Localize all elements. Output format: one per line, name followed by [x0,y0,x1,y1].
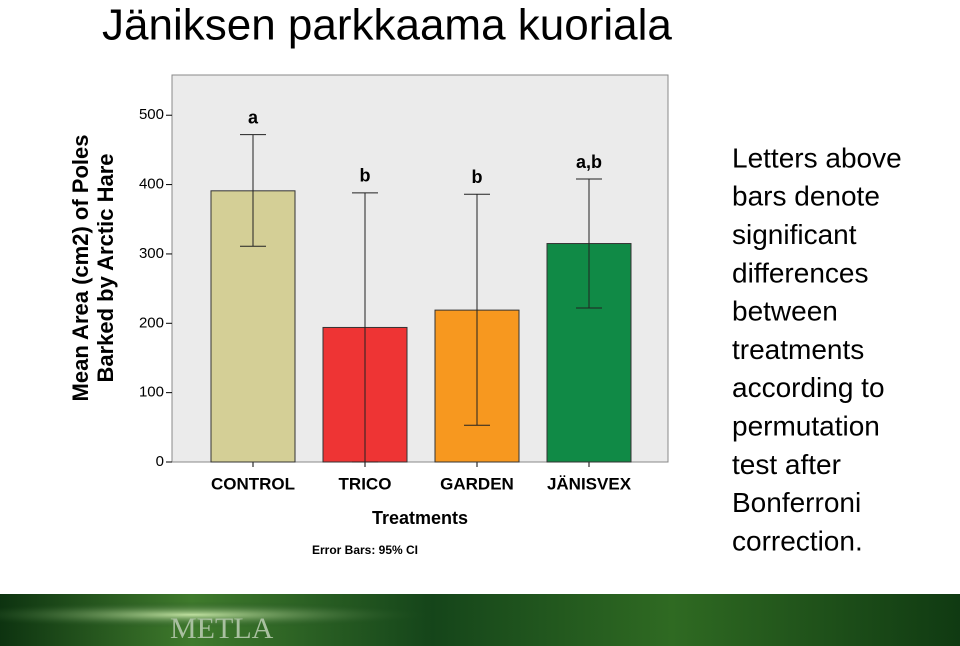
note-line: test after [732,449,841,480]
footnote: Error Bars: 95% CI [312,543,418,557]
x-tick-label: JÄNISVEX [547,474,632,493]
y-tick-label: 200 [139,314,164,331]
error-bar [576,178,602,309]
error-bar [352,192,378,463]
note-line: permutation [732,410,880,441]
x-axis-label: Treatments [372,508,468,528]
group-letter: b [472,167,483,187]
error-bar [464,193,490,426]
y-tick-label: 300 [139,245,164,262]
y-tick-label: 500 [139,106,164,123]
y-tick-label: 100 [139,384,164,401]
note-line: according to [732,372,885,403]
error-bar [240,134,266,247]
slide-title: Jäniksen parkkaama kuoriala [102,1,672,50]
footer-logo: METLA [170,612,274,645]
x-tick-label: TRICO [339,474,392,493]
y-axis-label: Barked by Arctic Hare [93,153,118,382]
note-line: correction. [732,525,863,556]
note-line: treatments [732,334,864,365]
y-tick-label: 0 [156,453,164,470]
footer-glow [0,594,960,646]
note-line: between [732,296,838,327]
y-axis-label: Mean Area (cm2) of Poles [68,135,93,402]
note-line: Bonferroni [732,487,861,518]
group-letter: a [248,107,259,127]
x-tick-label: CONTROL [211,474,295,493]
note-line: Letters above [732,142,902,173]
group-letter: a,b [576,152,602,172]
group-letter: b [360,166,371,186]
note-line: bars denote [732,181,880,212]
note-line: significant [732,219,857,250]
x-tick-label: GARDEN [440,474,514,493]
y-tick-label: 400 [139,176,164,193]
note-line: differences [732,257,868,288]
